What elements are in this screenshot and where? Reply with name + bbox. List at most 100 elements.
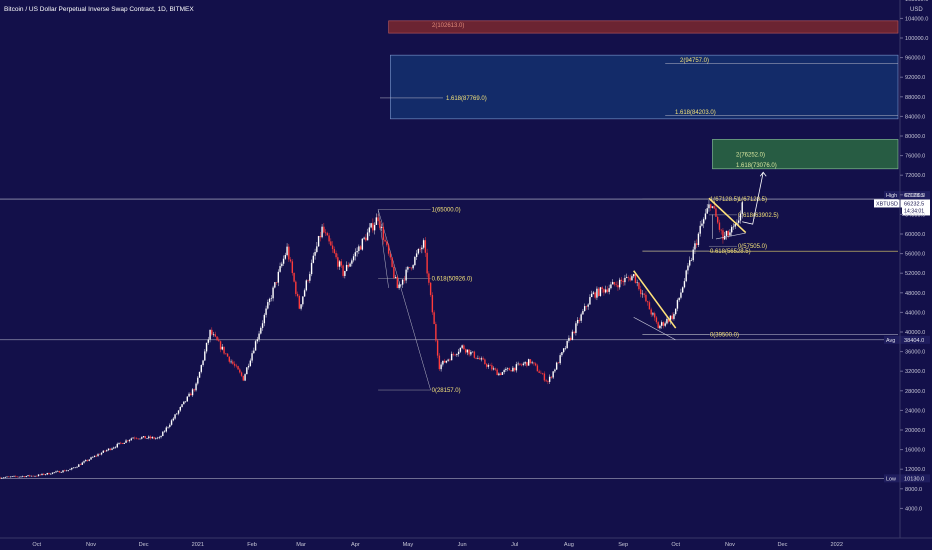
candle-body [37,474,40,477]
candle-body [708,204,710,209]
candle-body [653,313,656,318]
x-tick-label: Jun [458,542,467,548]
candle-body [324,232,327,234]
y-tick-label: 36000.0 [905,350,925,356]
candle-body [506,368,509,369]
candle-body [562,348,565,353]
y-tick-label: 8000.0 [905,487,922,493]
candle-body [568,337,570,341]
candle-body [57,471,59,472]
y-tick-label: 76000.0 [905,154,925,160]
candle-body [596,288,598,298]
candle-body [298,296,301,309]
candle-body [660,322,663,326]
candle-body [589,297,591,305]
candle-body [545,380,547,382]
candle-body [363,237,365,239]
y-tick-label: 60000.0 [905,232,925,238]
candle-body [331,245,334,250]
candle-body [13,476,15,477]
candle-body [443,360,446,363]
candle-body [599,287,602,296]
candle-body [407,267,409,270]
x-tick-label: Nov [725,542,735,548]
candle-body [184,401,187,402]
candle-body [1,477,3,479]
candle-body [387,245,390,254]
y-tick-label: 52000.0 [905,271,925,277]
candle-body [351,260,353,264]
candle-body [419,249,421,250]
candle-body [274,282,276,288]
candle-body [471,351,474,353]
candle-body [583,306,586,312]
candle-body [267,302,269,309]
candle-body [309,274,311,281]
candle-body [128,439,131,442]
candle-body [526,362,528,366]
candle-body [666,318,668,324]
y-tick-label: 108000.0 [905,0,928,3]
candle-body [618,279,621,288]
candle-body [687,265,689,271]
x-tick-label: Nov [86,542,96,548]
candle-body [617,285,619,288]
candle-body [615,284,617,286]
candle-body [30,475,33,477]
candle-body [249,360,252,366]
candle-body [720,229,722,231]
candle-body [377,217,379,222]
candle-body [590,293,593,298]
price-tag [884,335,902,344]
candle-body [233,363,236,366]
candle-body [107,448,110,451]
candle-body [627,277,630,278]
candle-body [113,447,115,449]
candle-body [104,450,106,452]
candle-body [11,476,13,477]
candle-body [289,259,292,262]
candle-body [632,274,635,277]
candle-body [692,249,694,261]
candle-body [46,472,48,475]
candle-body [489,365,491,366]
candle-body [134,437,136,439]
candle-body [211,329,213,335]
candle-body [734,224,736,227]
candle-body [550,376,553,378]
candle-body [310,262,313,275]
y-tick-label: 32000.0 [905,369,925,375]
candle-body [447,359,449,361]
candle-body [400,284,402,286]
candle-body [86,460,89,461]
candle-body [603,289,605,293]
candle-body [78,464,80,467]
candle-body [51,472,54,474]
candle-body [258,333,260,340]
candle-body [519,363,521,365]
candle-body [307,280,309,281]
time-axis[interactable]: Oct Nov Dec 2021 Feb Mar Apr May Jun Jul Aug Sep Oct… [0,537,932,548]
price-axis[interactable]: 112000.0108000.0104000.0100000.096000.09… [899,0,928,538]
y-tick-label: 88000.0 [905,95,925,101]
candle-body [466,349,469,353]
x-tick-label: 2021 [192,542,204,548]
zone-label: 2(94757.0) [680,58,709,64]
candle-body [648,302,651,310]
candle-body [291,261,294,273]
candle-body [205,342,208,352]
candle-body [461,345,463,348]
fib-level-label: 0.618(50926.0) [432,276,473,282]
candle-body [738,220,740,223]
candle-body [160,436,162,438]
candle-body [337,257,339,267]
candle-body [643,293,645,295]
candle-body [676,300,679,309]
candle-body [543,373,546,381]
candle-body [492,368,495,370]
last-price-tag [902,199,930,216]
candle-body [151,437,153,439]
candle-body [662,322,665,326]
candle-body [265,308,267,315]
